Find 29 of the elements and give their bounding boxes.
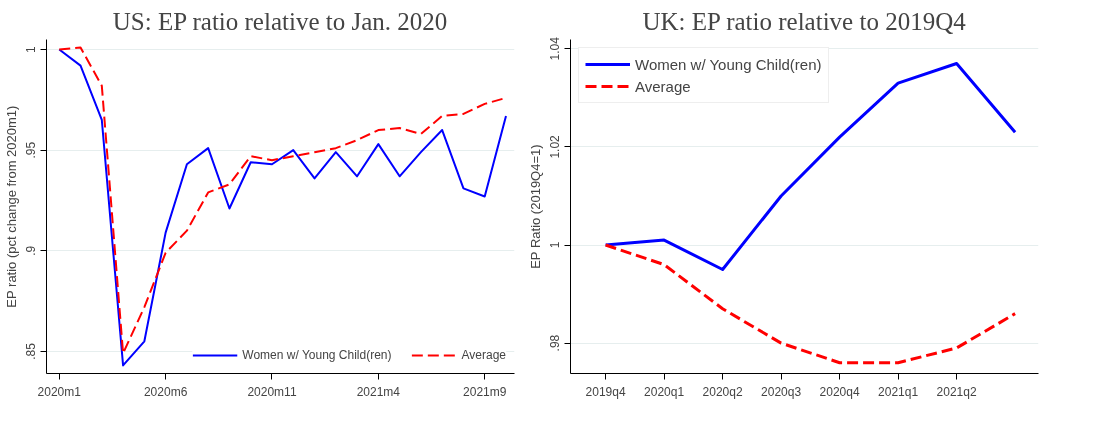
line-series (604, 243, 1017, 365)
x-tick-label: 2020m6 (143, 384, 188, 399)
y-tick-label: 1 (24, 45, 39, 53)
x-tick-label: 2020q2 (702, 384, 743, 399)
x-tick-label: 2019q4 (585, 384, 626, 399)
legend-label: Women w/ Young Child(ren) (635, 55, 822, 73)
x-tick-label: 2021m4 (356, 384, 401, 399)
x-tick-label: 2020q3 (761, 384, 802, 399)
x-tick-label: 2020m1 (37, 384, 82, 399)
legend-label: Average (461, 348, 506, 362)
y-tick-label: 1.04 (548, 36, 563, 61)
x-tick-label: 2020q4 (819, 384, 860, 399)
x-tick-label: 2021q1 (878, 384, 919, 399)
legend-label: Women w/ Young Child(ren) (242, 348, 392, 362)
y-tick-label: .9 (24, 245, 39, 256)
y-tick-label: .95 (24, 141, 39, 159)
y-axis-title: EP Ratio (2019Q4=1) (527, 144, 543, 269)
x-tick-label: 2021m9 (463, 384, 507, 399)
y-tick-label: 1.02 (548, 134, 563, 159)
y-tick-label: 1 (548, 241, 563, 249)
chart-title: UK: EP ratio relative to 2019Q4 (642, 7, 967, 35)
x-tick-label: 2020q1 (644, 384, 685, 399)
y-tick-label: .85 (24, 342, 39, 360)
x-tick-label: 2021q2 (936, 384, 977, 399)
y-axis-title: EP ratio (pct change from 2020m1) (3, 105, 19, 308)
x-tick-label: 2020m11 (247, 384, 297, 399)
y-tick-label: .98 (548, 334, 563, 352)
legend-label: Average (635, 77, 691, 95)
chart-title: US: EP ratio relative to Jan. 2020 (112, 7, 448, 35)
